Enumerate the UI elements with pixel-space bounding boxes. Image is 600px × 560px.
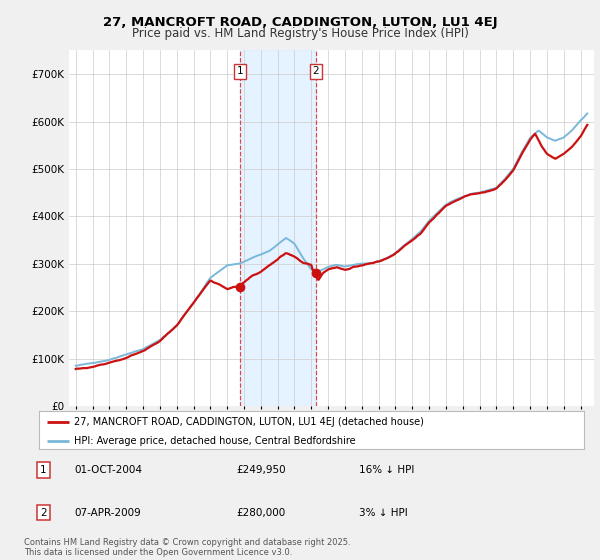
Text: 01-OCT-2004: 01-OCT-2004 xyxy=(74,465,142,475)
Text: Contains HM Land Registry data © Crown copyright and database right 2025.
This d: Contains HM Land Registry data © Crown c… xyxy=(24,538,350,557)
Text: £280,000: £280,000 xyxy=(236,507,285,517)
Text: 3% ↓ HPI: 3% ↓ HPI xyxy=(359,507,407,517)
Text: Price paid vs. HM Land Registry's House Price Index (HPI): Price paid vs. HM Land Registry's House … xyxy=(131,27,469,40)
Text: 2: 2 xyxy=(313,67,319,76)
Text: £249,950: £249,950 xyxy=(236,465,286,475)
Text: 2: 2 xyxy=(40,507,47,517)
Text: 1: 1 xyxy=(237,67,244,76)
Text: 16% ↓ HPI: 16% ↓ HPI xyxy=(359,465,414,475)
Text: HPI: Average price, detached house, Central Bedfordshire: HPI: Average price, detached house, Cent… xyxy=(74,436,356,446)
Text: 07-APR-2009: 07-APR-2009 xyxy=(74,507,141,517)
Text: 1: 1 xyxy=(40,465,47,475)
Text: 27, MANCROFT ROAD, CADDINGTON, LUTON, LU1 4EJ (detached house): 27, MANCROFT ROAD, CADDINGTON, LUTON, LU… xyxy=(74,417,424,427)
Bar xyxy=(240,50,316,406)
Text: 27, MANCROFT ROAD, CADDINGTON, LUTON, LU1 4EJ: 27, MANCROFT ROAD, CADDINGTON, LUTON, LU… xyxy=(103,16,497,29)
